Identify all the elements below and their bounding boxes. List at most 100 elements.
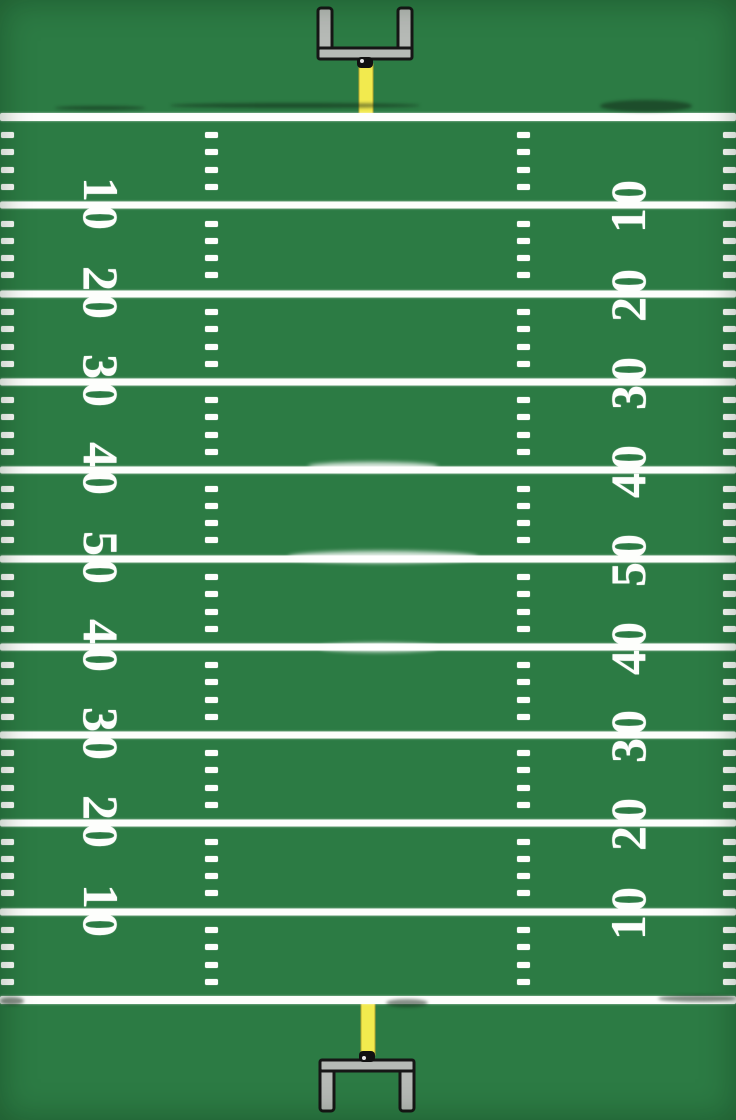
hash-mark [1, 397, 14, 404]
hash-mark [205, 767, 218, 774]
hash-mark [1, 431, 14, 438]
hash-mark [517, 713, 530, 720]
yard-number-right-30: 30 [600, 354, 656, 410]
hash-mark [205, 625, 218, 632]
hash-mark [517, 360, 530, 367]
hash-mark [1, 978, 14, 985]
hash-mark [723, 220, 736, 227]
hash-mark [205, 502, 218, 509]
hash-mark [517, 608, 530, 615]
hash-mark [1, 485, 14, 492]
hash-mark [205, 448, 218, 455]
hash-mark [205, 696, 218, 703]
hash-mark [205, 149, 218, 156]
yard-line [0, 290, 736, 298]
yard-number-left-40: 40 [73, 442, 129, 498]
hash-mark [723, 608, 736, 615]
hash-mark [517, 237, 530, 244]
hash-mark [1, 574, 14, 581]
hash-mark [723, 485, 736, 492]
field-dirt-smudge [55, 106, 145, 110]
goalpost-top-joint-highlight [360, 59, 364, 63]
hash-mark [723, 890, 736, 897]
hash-mark [205, 944, 218, 951]
yard-line [0, 819, 736, 827]
hash-mark [723, 961, 736, 968]
hash-mark [723, 326, 736, 333]
hash-mark [517, 890, 530, 897]
hash-mark [205, 890, 218, 897]
goalpost-bottom-joint-highlight [362, 1056, 366, 1060]
goal-line-bottom [0, 996, 736, 1004]
hash-mark [723, 237, 736, 244]
hash-mark [723, 750, 736, 757]
hash-mark [1, 679, 14, 686]
yard-number-right-30: 30 [600, 707, 656, 763]
hash-mark [723, 662, 736, 669]
yard-number-left-50: 50 [73, 531, 129, 587]
hash-mark [517, 255, 530, 262]
goal-line-top [0, 113, 736, 121]
hash-mark [723, 272, 736, 279]
hash-mark [1, 309, 14, 316]
hash-mark [723, 978, 736, 985]
yard-number-left-20: 20 [73, 266, 129, 322]
hash-mark [517, 149, 530, 156]
hash-mark [517, 272, 530, 279]
hash-mark [1, 183, 14, 190]
hash-mark [517, 662, 530, 669]
hash-mark [517, 838, 530, 845]
hash-mark [723, 183, 736, 190]
hash-mark [517, 591, 530, 598]
yard-line [0, 201, 736, 209]
hash-mark [1, 608, 14, 615]
hash-mark [723, 414, 736, 421]
field-dirt-smudge [170, 103, 420, 108]
hash-mark [1, 326, 14, 333]
hash-mark [517, 978, 530, 985]
hash-mark [205, 309, 218, 316]
hash-mark [205, 183, 218, 190]
hash-mark [205, 591, 218, 598]
hash-mark [205, 855, 218, 862]
yard-number-right-20: 20 [600, 795, 656, 851]
goalpost-bottom-icon [318, 998, 416, 1113]
hash-mark [723, 696, 736, 703]
hash-mark [205, 978, 218, 985]
hash-mark [723, 927, 736, 934]
hash-mark [723, 625, 736, 632]
yard-number-left-40: 40 [73, 619, 129, 675]
hash-mark [1, 166, 14, 173]
hash-mark [517, 343, 530, 350]
hash-mark [723, 255, 736, 262]
hash-mark [205, 961, 218, 968]
hash-mark [723, 360, 736, 367]
hash-mark [205, 873, 218, 880]
hash-mark [517, 961, 530, 968]
hash-mark [205, 431, 218, 438]
hash-mark [1, 414, 14, 421]
hash-mark [517, 431, 530, 438]
line-paint-smudge [320, 643, 438, 652]
line-paint-smudge [308, 462, 438, 471]
hash-mark [205, 784, 218, 791]
hash-mark [205, 713, 218, 720]
yard-line [0, 378, 736, 386]
hash-mark [723, 767, 736, 774]
hash-mark [1, 944, 14, 951]
hash-mark [517, 944, 530, 951]
hash-mark [517, 132, 530, 139]
hash-mark [517, 448, 530, 455]
yard-number-left-10: 10 [73, 177, 129, 233]
hash-mark [205, 326, 218, 333]
hash-mark [205, 397, 218, 404]
hash-mark [1, 696, 14, 703]
hash-mark [723, 309, 736, 316]
hash-mark [1, 855, 14, 862]
hash-mark [723, 591, 736, 598]
hash-mark [1, 272, 14, 279]
hash-mark [205, 485, 218, 492]
hash-mark [205, 679, 218, 686]
hash-mark [723, 520, 736, 527]
